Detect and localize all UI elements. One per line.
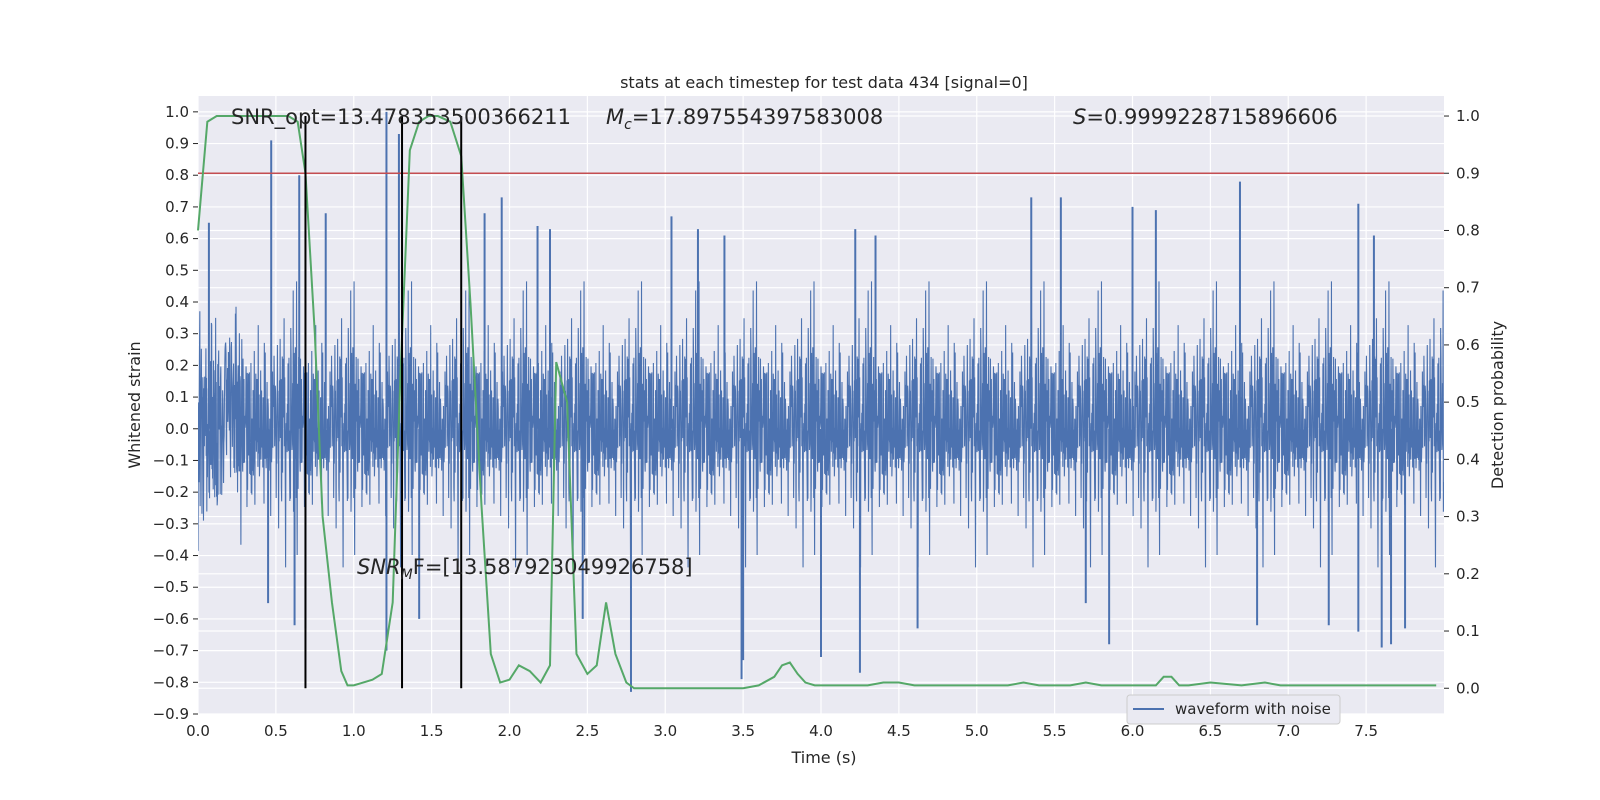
x-tick-label: 6.5 [1198, 722, 1222, 740]
y-tick-label: 0.9 [165, 135, 189, 153]
y2-tick-label: 0.0 [1456, 679, 1480, 697]
y-tick-label: 0.4 [165, 293, 189, 311]
snr-mf-subscript: M [401, 567, 413, 583]
x-tick-label: 0.5 [264, 722, 288, 740]
y-tick-label: −0.1 [153, 451, 189, 469]
x-tick-label: 2.0 [498, 722, 522, 740]
y2-tick-label: 0.9 [1456, 164, 1480, 182]
y-tick-label: −0.4 [153, 547, 189, 565]
y-tick-label: −0.6 [153, 610, 189, 628]
y2-tick-label: 0.3 [1456, 508, 1480, 526]
x-tick-label: 4.0 [809, 722, 833, 740]
y-tick-label: 0.1 [165, 388, 189, 406]
x-tick-label: 3.5 [731, 722, 755, 740]
chirp-mass-symbol: M [606, 105, 624, 129]
s-annotation: S=0.9999228715896606 [1073, 105, 1338, 129]
y2-tick-label: 0.4 [1456, 450, 1480, 468]
y-tick-label: 0.5 [165, 261, 189, 279]
legend-label: waveform with noise [1175, 700, 1331, 718]
x-tick-label: 2.5 [575, 722, 599, 740]
x-axis-label: Time (s) [790, 748, 856, 767]
y2-tick-label: 0.7 [1456, 279, 1480, 297]
s-value: =0.9999228715896606 [1086, 105, 1337, 129]
chart-title: stats at each timestep for test data 434… [620, 73, 1028, 92]
x-tick-label: 1.5 [420, 722, 444, 740]
x-tick-label: 5.5 [1043, 722, 1067, 740]
legend-box [1126, 694, 1341, 725]
chirp-mass-annotation: Mc=17.897554397583008 [606, 105, 883, 133]
s-symbol: S [1073, 105, 1086, 129]
y2-tick-label: 0.5 [1456, 393, 1480, 411]
y-tick-label: −0.5 [153, 578, 189, 596]
x-tick-label: 5.0 [965, 722, 989, 740]
y2-tick-label: 0.2 [1456, 565, 1480, 583]
x-tick-label: 4.5 [887, 722, 911, 740]
y-tick-label: 0.2 [165, 356, 189, 374]
x-tick-label: 6.0 [1121, 722, 1145, 740]
y-tick-label: −0.7 [153, 642, 189, 660]
y2-tick-label: 1.0 [1456, 107, 1480, 125]
waveform-series [198, 111, 1444, 692]
x-tick-label: 0.0 [186, 722, 210, 740]
x-tick-label: 3.0 [653, 722, 677, 740]
chirp-mass-value: =17.897554397583008 [632, 105, 883, 129]
y-axis-label: Whitened strain [125, 341, 144, 468]
y-tick-label: −0.8 [153, 673, 189, 691]
x-tick-label: 7.5 [1354, 722, 1378, 740]
y2-tick-label: 0.8 [1456, 221, 1480, 239]
snr-mf-symbol: SNR [357, 555, 401, 579]
x-tick-label: 7.0 [1276, 722, 1300, 740]
detection-probability-series [197, 115, 1437, 690]
chirp-mass-subscript: c [624, 117, 632, 133]
y-tick-label: −0.2 [153, 483, 189, 501]
snr-mf-annotation: SNRMF=[13.587923049926758] [357, 555, 693, 583]
y2-tick-label: 0.6 [1456, 336, 1480, 354]
y-tick-label: −0.9 [153, 705, 189, 723]
y2-tick-label: 0.1 [1456, 622, 1480, 640]
y2-axis-label: Detection probability [1488, 321, 1507, 489]
y-tick-label: 0.7 [165, 198, 189, 216]
detection-probability-line [197, 115, 1437, 690]
legend: waveform with noise [1126, 694, 1341, 725]
snr-opt-annotation: SNR_opt=13.478353500366211 [231, 105, 571, 130]
vertical-markers [304, 116, 463, 689]
x-tick-label: 1.0 [342, 722, 366, 740]
snr-mf-value: F=[13.587923049926758] [413, 555, 693, 579]
waveform-line [198, 281, 1444, 568]
y-tick-label: 0.3 [165, 325, 189, 343]
y-tick-label: 0.8 [165, 166, 189, 184]
y-tick-label: 0.0 [165, 420, 189, 438]
y-tick-label: 0.6 [165, 230, 189, 248]
y-tick-label: 1.0 [165, 103, 189, 121]
axis-ticks: 0.0 0.5 1.0 1.5 2.0 2.5 3.0 3.5 4.0 4.5 5.0 5.5 6.0 6… [153, 103, 1480, 740]
y-tick-label: −0.3 [153, 515, 189, 533]
